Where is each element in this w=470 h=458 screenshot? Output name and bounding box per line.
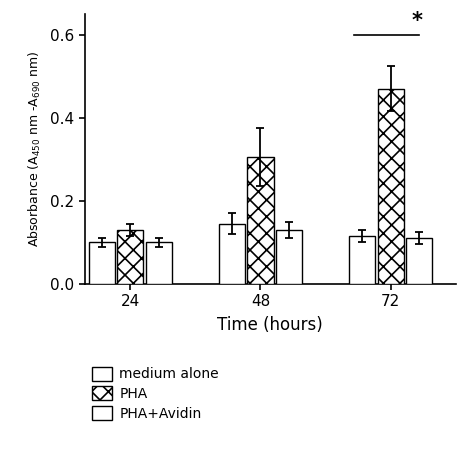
- Bar: [247, 157, 274, 284]
- Bar: [276, 230, 302, 284]
- Bar: [349, 236, 375, 284]
- Bar: [407, 238, 432, 284]
- Bar: [378, 88, 404, 284]
- Text: *: *: [411, 11, 423, 31]
- Bar: [117, 230, 143, 284]
- Bar: [219, 224, 245, 284]
- Legend: medium alone, PHA, PHA+Avidin: medium alone, PHA, PHA+Avidin: [92, 366, 219, 421]
- X-axis label: Time (hours): Time (hours): [217, 316, 323, 334]
- Bar: [88, 242, 115, 284]
- Bar: [146, 242, 172, 284]
- Y-axis label: Absorbance (A$_{450}$ nm -A$_{690}$ nm): Absorbance (A$_{450}$ nm -A$_{690}$ nm): [27, 50, 43, 247]
